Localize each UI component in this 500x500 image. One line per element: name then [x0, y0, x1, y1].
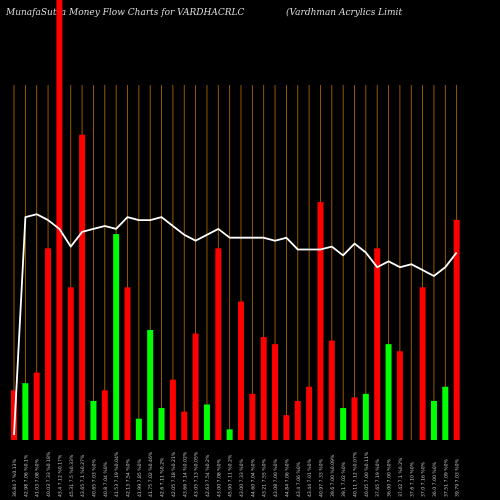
money-flow-bar — [419, 287, 426, 440]
money-flow-bar — [317, 202, 324, 440]
x-tick-label: 40.05 7.00 %0.11% — [364, 451, 370, 497]
x-tick-label: 40.03 7.33 %0.18% — [46, 451, 52, 497]
x-tick-label: 39.6 7.00 %0.09% — [330, 454, 336, 497]
money-flow-bar — [181, 411, 188, 440]
x-tick-label: 43.21 7.55 %0% — [262, 458, 268, 497]
money-flow-bar — [430, 400, 437, 440]
price-line — [13, 213, 458, 436]
x-tick-label: 39.79 7.03 %0% — [455, 458, 461, 497]
money-flow-bar — [453, 219, 460, 440]
x-tick-label: 37.65 7.19 %0% — [375, 458, 381, 497]
money-flow-bar — [328, 340, 335, 440]
x-tick-label: 41.53 7.19 %0.04% — [114, 451, 120, 497]
x-tick-label: 42.6 7.11 %0.2% — [160, 457, 166, 497]
x-tick-label: 41.99 7.85 %0% — [137, 458, 143, 497]
x-tick-label: 43.00 7.08 %0% — [216, 458, 222, 497]
money-flow-bar — [56, 0, 63, 440]
money-flow-bar — [442, 386, 449, 440]
money-flow-bar — [249, 393, 256, 440]
money-flow-bar — [283, 415, 290, 440]
money-flow-bar — [147, 329, 154, 440]
x-tick-label: 42.05 7.18 %0.21% — [171, 451, 177, 497]
x-tick-label: 40.8 7.04 %0% — [103, 461, 109, 497]
money-flow-bar — [260, 337, 267, 440]
x-tick-label: 43.00 7.33 %0% — [239, 458, 245, 497]
money-flow-bar — [79, 134, 86, 440]
money-flow-bar — [396, 351, 403, 440]
x-tick-label: 41.03 7.08 %0% — [35, 458, 41, 497]
x-tick-label: 41.75 7.02 %0.46% — [148, 451, 154, 497]
chart-title: MunafaSutra Money Flow Charts for VARDHA… — [6, 8, 245, 18]
money-flow-bar — [101, 390, 108, 440]
x-tick-label: 44.60 7.04 %0% — [250, 458, 256, 497]
x-tick-label: 42.13 7.54 %0% — [126, 458, 132, 497]
x-tick-label: 44.84 7.06 %0% — [284, 458, 290, 497]
x-tick-label: 43.44 7.01 %0% — [307, 458, 313, 497]
money-flow-bar — [272, 344, 279, 440]
money-flow-bar — [385, 344, 392, 440]
x-tick-label: 37.0 7.16 %0% — [421, 461, 427, 497]
x-tick-label: 36.00 7.00 %0% — [387, 458, 393, 497]
money-flow-bar — [294, 400, 301, 440]
money-flow-bar — [169, 379, 176, 440]
money-flow-bar — [340, 408, 347, 440]
money-flow-bar — [124, 287, 131, 440]
money-flow-bar — [135, 418, 142, 440]
x-tick-label: 36.84 7 %0.13% — [12, 458, 18, 497]
money-flow-bar — [203, 404, 210, 440]
x-tick-label: 37.51 7.09 %0% — [443, 458, 449, 497]
money-flow-bar — [374, 248, 381, 440]
money-flow-bar — [306, 386, 313, 440]
money-flow-bar — [90, 400, 97, 440]
money-flow-bar — [351, 397, 358, 440]
money-flow-bar — [67, 287, 74, 440]
x-tick-label: 36.0 7.00 %0% — [432, 461, 438, 497]
x-tick-label: 42.98 7.06 %0.1% — [23, 454, 29, 497]
money-flow-bar — [45, 248, 52, 440]
x-tick-label: 43.66 7.14 %0.02% — [182, 451, 188, 497]
x-tick-label: 40.65 7.03 %0% — [91, 458, 97, 497]
money-flow-bar — [215, 248, 222, 440]
money-flow-bar — [362, 393, 369, 440]
x-tick-label: 45.31 7.5 %0.33% — [69, 454, 75, 497]
money-flow-bar — [238, 301, 244, 440]
x-tick-label: 42.63 7.54 %0.2% — [205, 454, 211, 497]
x-tick-label: 43.4 7.12 %0.17% — [57, 454, 63, 497]
money-flow-bar — [192, 333, 199, 440]
x-tick-label: 40.97 7.33 %0% — [318, 458, 324, 497]
x-tick-label: 43.08 7.00 %0% — [273, 458, 279, 497]
money-flow-bar — [113, 234, 120, 440]
x-tick-label: 43.4 7.06 %0% — [296, 461, 302, 497]
money-flow-bar — [22, 383, 29, 440]
money-flow-bar — [11, 390, 17, 440]
x-tick-label: 40.11 7.12 %0.07% — [353, 451, 359, 497]
money-flow-bar — [226, 429, 233, 440]
money-flow-bar — [158, 408, 165, 440]
x-tick-label: 37.6 7.10 %0% — [409, 461, 415, 497]
x-tick-label: 37.42 7.1 %0.2% — [398, 457, 404, 497]
money-flow-bar — [33, 372, 40, 440]
x-tick-label: 43.65 7.1 %0.27% — [80, 454, 86, 497]
chart-subtitle: (Vardhman Acrylics Limit — [286, 8, 403, 18]
x-tick-label: 39.1 7.02 %0% — [341, 461, 347, 497]
x-tick-label: 43.05 7.13 %0.05% — [194, 451, 200, 497]
x-tick-label: 45.00 7.11 %0.2% — [228, 454, 234, 497]
